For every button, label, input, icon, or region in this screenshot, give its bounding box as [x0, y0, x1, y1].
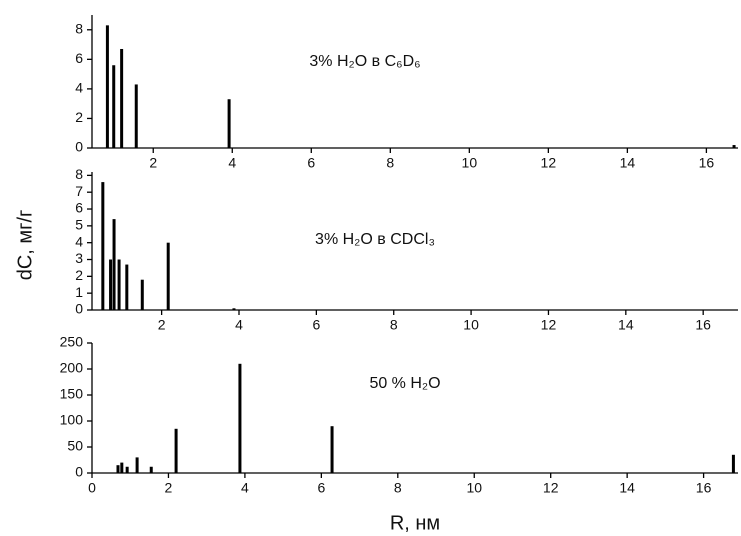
y-tick-label: 1 [75, 284, 83, 300]
x-tick-label: 16 [699, 155, 715, 171]
x-tick-label: 2 [165, 480, 173, 496]
y-tick-label: 6 [75, 50, 83, 66]
x-tick-label: 16 [695, 317, 711, 333]
x-tick-label: 2 [149, 155, 157, 171]
bar [140, 279, 144, 310]
bar [109, 259, 113, 310]
x-tick-label: 10 [462, 155, 478, 171]
bar [120, 48, 124, 148]
x-tick-label: 8 [386, 155, 394, 171]
x-axis-label: R, нм [390, 512, 440, 534]
bar [238, 363, 242, 473]
x-tick-label: 0 [88, 480, 96, 496]
bar [120, 462, 124, 473]
y-tick-label: 0 [75, 139, 83, 155]
y-tick-label: 150 [60, 386, 84, 402]
bar [101, 182, 105, 310]
x-tick-label: 14 [618, 317, 634, 333]
bar [166, 242, 170, 310]
bar [112, 219, 116, 310]
bar [174, 428, 178, 473]
x-tick-label: 2 [158, 317, 166, 333]
bar [149, 466, 153, 473]
x-tick-label: 8 [390, 317, 398, 333]
panel-title: 50 % H₂O [369, 375, 440, 392]
y-tick-label: 250 [60, 334, 84, 350]
x-tick-label: 12 [541, 155, 557, 171]
y-tick-label: 0 [75, 301, 83, 317]
bar [330, 426, 334, 473]
x-tick-label: 10 [466, 480, 482, 496]
bar [116, 465, 120, 473]
bar [227, 99, 231, 148]
x-tick-label: 16 [696, 480, 712, 496]
y-tick-label: 6 [75, 200, 83, 216]
y-tick-label: 5 [75, 217, 83, 233]
x-tick-label: 14 [620, 155, 636, 171]
y-tick-label: 7 [75, 183, 83, 199]
y-tick-label: 2 [75, 109, 83, 125]
x-tick-label: 6 [307, 155, 315, 171]
y-tick-label: 100 [60, 412, 84, 428]
y-tick-label: 50 [67, 438, 83, 454]
y-tick-label: 0 [75, 464, 83, 480]
x-tick-label: 6 [317, 480, 325, 496]
bar [117, 259, 121, 310]
y-tick-label: 200 [60, 360, 84, 376]
x-tick-label: 4 [241, 480, 249, 496]
y-axis-label: dC, мг/г [14, 210, 36, 281]
y-tick-label: 8 [75, 166, 83, 182]
bar [135, 457, 139, 473]
x-tick-label: 10 [463, 317, 479, 333]
bar [105, 25, 109, 148]
bar [731, 454, 735, 473]
y-tick-label: 8 [75, 20, 83, 36]
x-tick-label: 14 [619, 480, 635, 496]
panel-title: 3% H₂O в C₆D₆ [309, 53, 420, 70]
x-tick-label: 4 [228, 155, 236, 171]
bar [125, 264, 129, 310]
x-tick-label: 4 [235, 317, 243, 333]
bar [125, 466, 129, 473]
x-tick-label: 12 [543, 480, 559, 496]
y-tick-label: 4 [75, 80, 83, 96]
y-tick-label: 2 [75, 267, 83, 283]
bar [112, 65, 116, 148]
x-tick-label: 6 [312, 317, 320, 333]
x-tick-label: 8 [394, 480, 402, 496]
bar [232, 308, 236, 310]
x-tick-label: 12 [541, 317, 557, 333]
bar [134, 84, 138, 148]
y-tick-label: 4 [75, 233, 83, 249]
bar [732, 145, 736, 148]
y-tick-label: 3 [75, 250, 83, 266]
panel-title: 3% H₂O в CDCl₃ [315, 231, 435, 248]
